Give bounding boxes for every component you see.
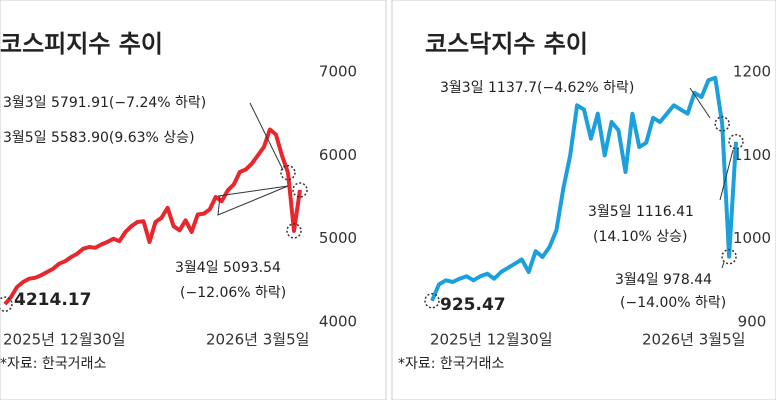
pointer: [719, 149, 734, 201]
pointer: [217, 185, 289, 216]
y-tick-label: 1000: [733, 229, 771, 247]
chart-title: 코스피지수 추이: [0, 30, 163, 58]
line: [3, 127, 302, 306]
y-tick-label: 1100: [733, 146, 771, 164]
y-tick-label: 900: [738, 313, 767, 331]
pointer: [217, 185, 289, 197]
x-tick-label: 2025년 12월30일: [430, 331, 553, 349]
highlight-point: [0, 296, 13, 312]
annotation: 3월5일 1116.41: [588, 204, 694, 220]
y-tick-label: 1200: [733, 63, 771, 81]
y-tick-label: 7000: [319, 63, 357, 81]
x-tick-label: 2026년 3월5일: [642, 331, 745, 349]
highlight-point: [280, 164, 296, 181]
annotation: 3월3일 1137.7(−4.62% 하락): [440, 80, 634, 96]
highlight-point: [424, 293, 440, 309]
source: *자료: 한국거래소: [398, 356, 504, 372]
pointer: [249, 102, 284, 171]
annotation: (14.10% 상승): [593, 229, 688, 245]
pointer: [689, 87, 711, 119]
chart-title: 코스닥지수 추이: [425, 30, 588, 58]
highlight-point: [292, 182, 308, 198]
source: *자료: 한국거래소: [0, 356, 106, 372]
annotation: 3월5일 5583.90(9.63% 상승): [3, 130, 195, 146]
annotation: 4214.17: [14, 290, 91, 310]
x-tick-label: 2025년 12월30일: [3, 331, 126, 349]
y-tick-label: 4000: [319, 313, 357, 331]
highlight-point: [286, 223, 302, 239]
highlight-point: [728, 133, 744, 150]
annotation: 3월3일 5791.91(−7.24% 하락): [3, 95, 206, 111]
highlight-point: [714, 116, 730, 132]
x-tick-label: 2026년 3월5일: [206, 331, 309, 349]
pointer: [721, 261, 725, 269]
panel: [391, 0, 776, 400]
annotation: (−12.06% 하락): [180, 285, 286, 301]
y-tick-label: 6000: [319, 146, 357, 164]
highlight-point: [721, 248, 737, 265]
annotation: 925.47: [440, 295, 506, 315]
y-tick-label: 5000: [319, 229, 357, 247]
panel: [0, 0, 387, 400]
annotation: 3월4일 978.44: [615, 272, 712, 288]
annotation: (−14.00% 하락): [620, 295, 726, 311]
annotation: 3월4일 5093.54: [175, 260, 281, 276]
line: [430, 75, 738, 302]
